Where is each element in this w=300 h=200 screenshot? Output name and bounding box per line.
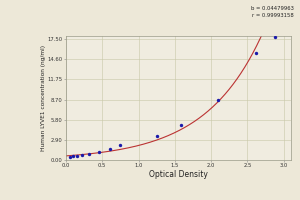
Point [71, 155, 76, 158]
Text: b = 0.04479963
r = 0.99993158: b = 0.04479963 r = 0.99993158 [251, 6, 294, 18]
Point [107, 147, 112, 150]
Point [118, 144, 123, 147]
Y-axis label: Human LYVE1 concentration (ng/ml): Human LYVE1 concentration (ng/ml) [41, 45, 46, 151]
Point [96, 150, 101, 154]
Point [273, 35, 278, 38]
Point [254, 52, 259, 55]
Point [67, 155, 72, 158]
Point [178, 124, 183, 127]
Point [80, 153, 84, 157]
Point [216, 99, 221, 102]
Point [74, 154, 79, 157]
Point [154, 134, 159, 137]
Point [87, 152, 92, 155]
X-axis label: Optical Density: Optical Density [149, 170, 208, 179]
